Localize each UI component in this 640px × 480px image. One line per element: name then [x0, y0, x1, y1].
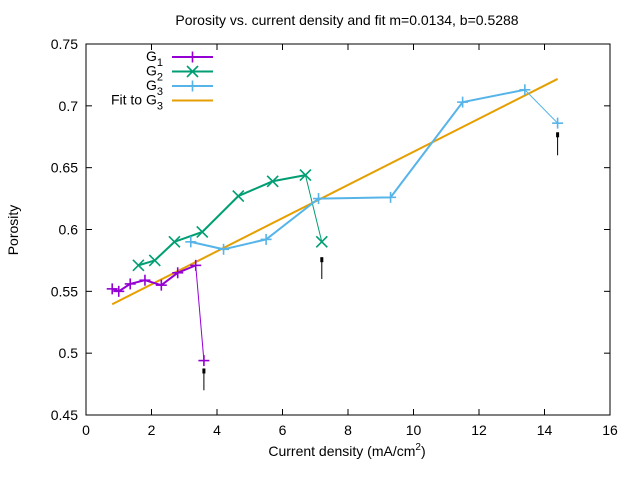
legend-entry-3: Fit to G3 [111, 92, 213, 113]
y-tick-label: 0.7 [59, 98, 79, 114]
data-point [132, 259, 145, 272]
legend-label-sub: 3 [157, 101, 163, 113]
data-point [124, 278, 136, 290]
x-tick-label: 16 [602, 422, 618, 438]
legend-marker [187, 80, 198, 92]
data-point [155, 279, 167, 291]
series-outlier-line [304, 174, 323, 242]
reference-marker-head [320, 257, 324, 263]
data-point [457, 96, 469, 108]
axes: 0 2 4 6 8 10 12 14 160.450.50.550.60.650.70.75 [51, 36, 618, 438]
series-0 [106, 259, 210, 367]
outlier-point [552, 117, 564, 129]
y-tick-label: 0.5 [59, 345, 79, 361]
marker-stroke [196, 225, 209, 239]
reference-marker [320, 257, 324, 279]
legend-label-main: G [146, 63, 157, 79]
data-point [106, 283, 118, 295]
y-tick-label: 0.45 [51, 407, 78, 423]
data-point [385, 191, 397, 203]
x-tick-label: 0 [82, 422, 90, 438]
x-axis-label-end: ) [421, 443, 426, 459]
x-tick-label: 8 [344, 422, 352, 438]
y-tick-label: 0.55 [51, 283, 78, 299]
x-tick-label: 10 [406, 422, 422, 438]
data-point [313, 193, 325, 205]
data-point [185, 236, 197, 248]
y-tick-label: 0.6 [59, 222, 79, 238]
reference-marker-head [556, 132, 560, 138]
marker-layer [202, 132, 560, 391]
marker-stroke [168, 235, 181, 248]
data-point [139, 274, 151, 286]
y-axis-label: Porosity [5, 205, 21, 256]
marker-stroke [186, 65, 199, 78]
data-point [148, 254, 161, 267]
legend-label-sub: 1 [157, 57, 163, 69]
data-point [519, 84, 531, 96]
data-point [218, 243, 230, 255]
legend-label-main: Fit to G [111, 92, 157, 108]
x-axis-label-sup: 2 [415, 442, 421, 453]
data-point [172, 267, 184, 279]
data-point [190, 259, 202, 271]
legend-label: G3 [146, 77, 163, 98]
outlier-point [198, 355, 210, 367]
chart-title: Porosity vs. current density and fit m=0… [175, 12, 518, 28]
reference-marker [202, 368, 206, 391]
fit-layer [111, 78, 559, 306]
marker-stroke [132, 259, 145, 272]
data-point [168, 235, 181, 248]
fit-line [111, 78, 559, 306]
data-point [299, 169, 312, 182]
y-tick-label: 0.75 [51, 36, 78, 52]
plot-frame [85, 43, 611, 416]
series-outlier-line [524, 89, 558, 124]
x-tick-label: 2 [148, 422, 156, 438]
legend-entry-2: G3 [146, 77, 213, 98]
legend-label: Fit to G3 [111, 92, 163, 113]
legend-label: G2 [146, 63, 163, 84]
legend-label: G1 [146, 48, 163, 69]
data-point [113, 285, 125, 297]
legend-marker [187, 51, 198, 63]
series-line [190, 88, 526, 251]
x-tick-label: 12 [471, 422, 487, 438]
legend-label-main: G [146, 77, 157, 93]
outlier-point [315, 235, 328, 248]
reference-marker-head [202, 368, 206, 374]
x-tick-label: 6 [279, 422, 287, 438]
marker-stroke [315, 235, 328, 248]
legend-marker [186, 65, 199, 78]
x-tick-label: 14 [537, 422, 553, 438]
data-point [260, 233, 272, 245]
legend-entry-0: G1 [146, 48, 213, 69]
legend-entry-1: G2 [146, 63, 213, 84]
y-tick-label: 0.65 [51, 160, 78, 176]
data-point [232, 190, 245, 203]
legend-label-sub: 2 [157, 72, 163, 84]
x-axis-label-main: Current density (mA/cm [268, 443, 415, 459]
series-2 [185, 84, 564, 255]
marker-stroke [266, 175, 279, 188]
series-layer [106, 84, 564, 367]
data-point [196, 225, 209, 239]
data-point [266, 175, 279, 188]
marker-stroke [232, 190, 245, 203]
marker-stroke [299, 169, 312, 182]
legend-label-main: G [146, 48, 157, 64]
marker-stroke [148, 254, 161, 267]
series-outlier-line [195, 265, 205, 361]
legend-label-sub: 3 [157, 86, 163, 98]
x-tick-label: 4 [213, 422, 221, 438]
reference-marker [556, 132, 560, 156]
series-1 [132, 169, 328, 272]
x-axis-label: Current density (mA/cm2) [268, 442, 425, 459]
